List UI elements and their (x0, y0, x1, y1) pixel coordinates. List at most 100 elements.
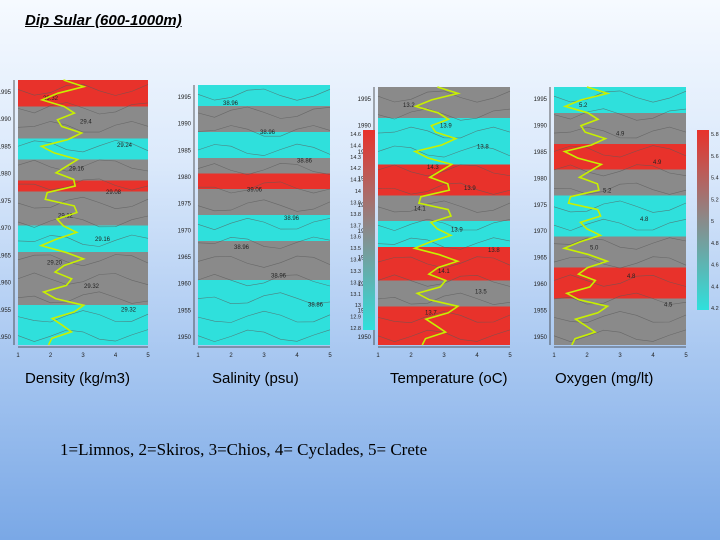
density-year-tick: 1995 (0, 90, 12, 96)
density-year-tick: 1950 (0, 335, 12, 341)
oxygen-year-tick: 1950 (534, 335, 548, 341)
oxygen-scale-label: 5.8 (711, 132, 719, 138)
temperature-scale-label: 13.3 (350, 269, 361, 275)
temperature-contour-label: 13.8 (477, 144, 489, 150)
oxygen-scale-label: 4.8 (711, 241, 719, 247)
salinity-year-tick: 1950 (178, 335, 192, 341)
slide-title: Dip Sular (600-1000m) (25, 12, 182, 29)
salinity-year-tick: 1990 (178, 122, 192, 128)
oxygen-contour-label: 5.2 (603, 189, 612, 195)
oxygen-year-tick: 1960 (534, 282, 548, 288)
temperature-label: Temperature (oC) (390, 370, 508, 387)
density-station-tick: 3 (81, 353, 85, 359)
salinity-contour-label: 38.96 (223, 101, 239, 107)
temperature-contour-label: 14.1 (438, 269, 450, 275)
temperature-scale-label: 14.1 (350, 178, 361, 184)
salinity-contour-label: 38.96 (284, 216, 300, 222)
oxygen-year-tick: 1965 (534, 256, 548, 262)
temperature-station-tick: 1 (376, 353, 380, 359)
temperature-contour-label: 13.7 (425, 310, 437, 316)
oxygen-station-tick: 2 (585, 353, 589, 359)
oxygen-colour-scale (697, 130, 709, 310)
oxygen-contour-label: 4.5 (664, 303, 673, 309)
salinity-contour-label: 38.86 (297, 159, 313, 165)
salinity-contour-label: 38.96 (234, 245, 250, 251)
temperature-scale-label: 13.2 (350, 280, 361, 286)
oxygen-station-tick: 5 (684, 353, 688, 359)
density-station-tick: 5 (146, 353, 150, 359)
temperature-scale-label: 14.3 (350, 155, 361, 161)
salinity-year-tick: 1955 (178, 308, 192, 314)
salinity-station-tick: 2 (229, 353, 233, 359)
salinity-label: Salinity (psu) (212, 370, 299, 387)
temperature-station-tick: 4 (475, 353, 479, 359)
oxygen-scale-label: 5 (711, 219, 714, 225)
density-contour-label: 29.20 (47, 261, 63, 267)
oxygen-contour-label: 4.8 (627, 274, 636, 280)
temperature-contour-label: 13.9 (451, 227, 463, 233)
temperature-colour-scale (363, 130, 375, 330)
temperature-scale-label: 13.8 (350, 212, 361, 218)
density-station-tick: 4 (114, 353, 118, 359)
density-year-tick: 1990 (0, 117, 12, 123)
oxygen-year-tick: 1985 (534, 150, 548, 156)
temperature-station-tick: 3 (442, 353, 446, 359)
density-contour-label: 29.16 (69, 167, 85, 173)
salinity-section-plot: 38.96 38.96 38.86 39.06 38.96 38.96 38.96 38.86… (170, 75, 350, 365)
oxygen-scale-label: 4.6 (711, 263, 719, 269)
salinity-station-tick: 3 (262, 353, 266, 359)
oxygen-scale-label: 5.4 (711, 176, 719, 182)
temperature-scale-label: 13.1 (350, 292, 361, 298)
density-label: Density (kg/m3) (25, 370, 130, 387)
salinity-year-tick: 1960 (178, 282, 192, 288)
temperature-contour-label: 13.9 (464, 186, 476, 192)
temperature-scale-label: 13 (355, 303, 361, 309)
salinity-station-tick: 5 (328, 353, 332, 359)
temperature-scale-label: 13.5 (350, 246, 361, 252)
oxygen-scale-label: 4.2 (711, 306, 719, 312)
salinity-year-tick: 1985 (178, 148, 192, 154)
temperature-scale-label: 13.9 (350, 200, 361, 206)
density-year-tick: 1975 (0, 199, 12, 205)
density-year-tick: 1985 (0, 144, 12, 150)
temperature-year-tick: 1995 (358, 97, 372, 103)
oxygen-scale-label: 5.2 (711, 197, 719, 203)
oxygen-label: Oxygen (mg/lt) (555, 370, 653, 387)
salinity-contour-label: 39.06 (247, 187, 263, 193)
salinity-station-tick: 4 (295, 353, 299, 359)
temperature-station-tick: 2 (409, 353, 413, 359)
density-contour-label: 29.16 (95, 237, 111, 243)
oxygen-section-plot: 5.2 4.9 4.9 5.2 4.8 5.0 4.8 4.5 1995 1990 1985 1980… (530, 75, 720, 365)
temperature-contour-label: 14.3 (427, 165, 439, 171)
temperature-scale-label: 14 (355, 189, 361, 195)
oxygen-year-tick: 1970 (534, 229, 548, 235)
oxygen-scale-label: 4.4 (711, 284, 719, 290)
density-station-tick: 1 (16, 353, 20, 359)
density-contour-label: 29.32 (84, 284, 100, 290)
salinity-year-tick: 1970 (178, 228, 192, 234)
density-section-plot: 29.32 29.4 29.24 29.16 29.08 29.12 29.16 29.20 2… (0, 75, 170, 365)
oxygen-year-tick: 1975 (534, 203, 548, 209)
salinity-year-tick: 1995 (178, 95, 192, 101)
oxygen-contour-label: 4.8 (640, 217, 649, 223)
salinity-contour-label: 38.96 (260, 130, 276, 136)
oxygen-contour-label: 5.2 (579, 103, 588, 109)
temperature-contour-label: 13.8 (488, 248, 500, 254)
temperature-scale-label: 13.7 (350, 223, 361, 229)
temperature-scale-label: 12.8 (350, 326, 361, 332)
density-year-tick: 1955 (0, 308, 12, 314)
salinity-station-tick: 1 (196, 353, 200, 359)
density-year-tick: 1970 (0, 226, 12, 232)
temperature-scale-label: 14.4 (350, 143, 361, 149)
oxygen-station-tick: 4 (651, 353, 655, 359)
temperature-contour-label: 14.1 (414, 207, 426, 213)
salinity-contour-label: 38.86 (308, 302, 324, 308)
salinity-year-tick: 1965 (178, 255, 192, 261)
density-year-tick: 1965 (0, 253, 12, 259)
oxygen-contour-label: 5.0 (590, 246, 599, 252)
temperature-scale-label: 13.4 (350, 258, 361, 264)
density-contour-label: 29.32 (121, 308, 137, 314)
temperature-station-tick: 5 (508, 353, 512, 359)
oxygen-year-tick: 1980 (534, 176, 548, 182)
oxygen-contour-label: 4.9 (653, 160, 662, 166)
